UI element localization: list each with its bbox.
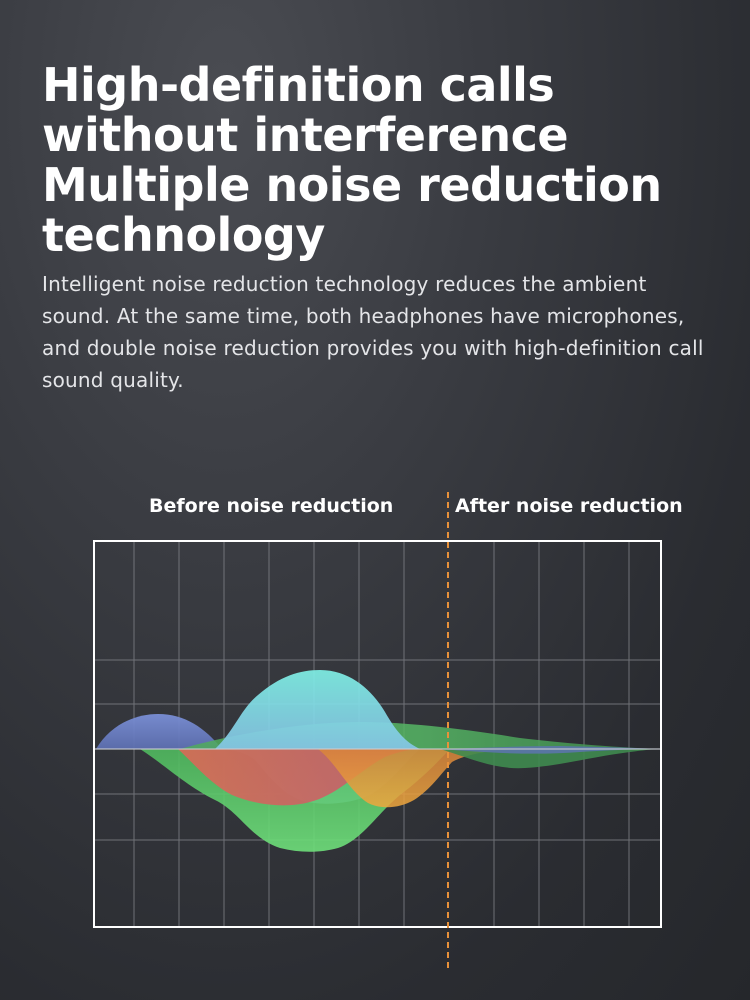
headline: High-definition calls without interferen… [42, 60, 722, 260]
headline-line-3: Multiple noise reduction [42, 158, 662, 212]
headline-line-4: technology [42, 208, 325, 262]
sound-waves [96, 670, 660, 852]
graph-frame [93, 540, 662, 928]
blue-wave-tail [440, 746, 660, 754]
headline-line-1: High-definition calls [42, 58, 555, 112]
green-wave-tail [440, 749, 660, 769]
orange-wave [318, 749, 520, 808]
before-noise-reduction-label: Before noise reduction [149, 495, 394, 517]
headline-line-2: without interference [42, 108, 569, 162]
description: Intelligent noise reduction technology r… [42, 272, 704, 392]
blue-wave [96, 714, 222, 749]
after-noise-reduction-label: After noise reduction [455, 495, 683, 517]
